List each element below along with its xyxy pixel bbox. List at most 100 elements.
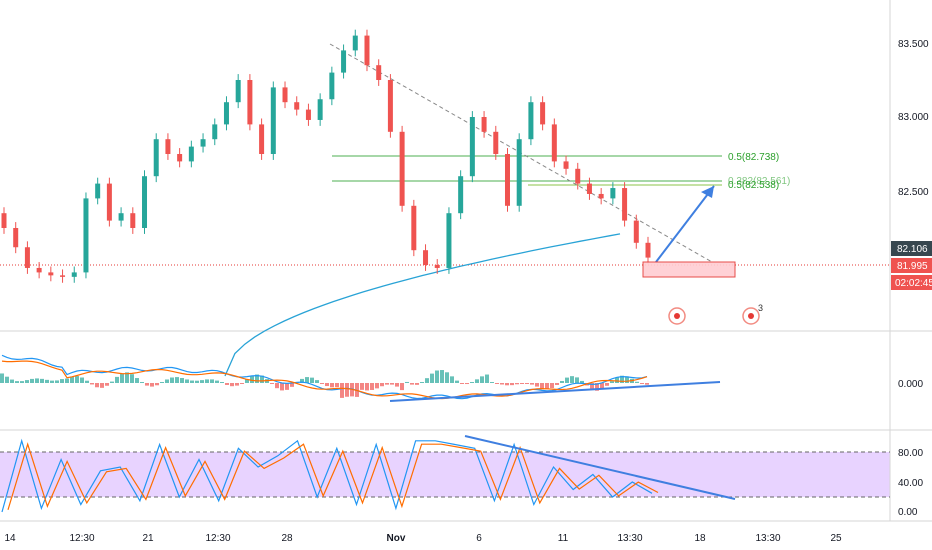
macd-bar bbox=[30, 378, 34, 383]
level-price-tag bbox=[891, 258, 932, 273]
macd-bar bbox=[540, 383, 544, 389]
macd-bar bbox=[365, 383, 369, 391]
time-tick: 12:30 bbox=[69, 533, 94, 544]
macd-bar bbox=[190, 380, 194, 383]
candle-body bbox=[282, 87, 288, 103]
candle-body bbox=[411, 205, 417, 251]
macd-bar bbox=[590, 383, 594, 390]
macd-bar bbox=[260, 375, 264, 383]
price-tick: 83.000 bbox=[898, 112, 929, 123]
macd-bar bbox=[450, 376, 454, 383]
candle-body bbox=[106, 183, 112, 221]
stoch-d-line bbox=[7, 442, 659, 510]
macd-bar bbox=[40, 378, 44, 383]
macd-bar bbox=[245, 379, 249, 383]
macd-trendline[interactable] bbox=[389, 381, 721, 402]
macd-bar bbox=[10, 379, 14, 383]
candle-body bbox=[423, 250, 429, 265]
macd-bar bbox=[535, 383, 539, 387]
countdown-tag bbox=[891, 275, 932, 290]
price-tick: 83.500 bbox=[898, 39, 929, 50]
macd-bar bbox=[380, 383, 384, 387]
macd-bar bbox=[375, 383, 379, 389]
candle-body bbox=[305, 109, 311, 120]
candle-body bbox=[200, 139, 206, 147]
macd-bar bbox=[50, 380, 54, 383]
time-tick: 25 bbox=[830, 533, 842, 544]
candle-body bbox=[575, 168, 581, 184]
macd-bar bbox=[410, 383, 414, 385]
macd-bar bbox=[270, 383, 274, 384]
macd-bar bbox=[485, 374, 489, 383]
macd-bar bbox=[130, 374, 134, 383]
macd-bar bbox=[395, 383, 399, 387]
candle-body bbox=[364, 35, 370, 66]
candle-body bbox=[212, 124, 218, 140]
macd-bar bbox=[225, 383, 229, 385]
macd-bar bbox=[155, 383, 159, 386]
target-zone-rect[interactable] bbox=[642, 261, 736, 278]
time-tick: Nov bbox=[387, 533, 406, 544]
macd-bar bbox=[195, 380, 199, 383]
candle-body bbox=[563, 161, 569, 169]
candle-body bbox=[469, 117, 475, 177]
macd-bar bbox=[610, 381, 614, 383]
macd-bar bbox=[310, 377, 314, 383]
current-price-tag bbox=[891, 241, 932, 256]
macd-bar bbox=[290, 383, 294, 387]
macd-bar bbox=[360, 383, 364, 390]
candle-body bbox=[270, 87, 276, 154]
macd-bar bbox=[625, 376, 629, 383]
candle-body bbox=[528, 102, 534, 140]
candle-body bbox=[153, 139, 159, 177]
macd-bar bbox=[135, 378, 139, 383]
time-tick: 14 bbox=[4, 533, 16, 544]
candle-body bbox=[504, 154, 510, 206]
macd-bar bbox=[45, 379, 49, 383]
macd-bar bbox=[430, 373, 434, 383]
candle-body bbox=[622, 188, 628, 221]
candle-body bbox=[36, 267, 42, 273]
candle-body bbox=[493, 131, 499, 154]
macd-bar bbox=[575, 377, 579, 383]
projection-arrow-line[interactable] bbox=[655, 185, 715, 263]
candle-body bbox=[259, 124, 265, 154]
candle-body bbox=[13, 228, 19, 248]
macd-bar bbox=[180, 378, 184, 383]
macd-bar bbox=[125, 372, 129, 383]
stoch-trendline[interactable] bbox=[464, 435, 736, 500]
fib-label-382: 0.382(82.561) bbox=[728, 176, 790, 187]
candle-body bbox=[586, 183, 592, 194]
macd-bar bbox=[320, 383, 324, 384]
macd-bar bbox=[600, 383, 604, 390]
macd-bar bbox=[70, 376, 74, 383]
macd-bar bbox=[455, 380, 459, 383]
candle-body bbox=[165, 139, 171, 154]
macd-bar bbox=[120, 373, 124, 383]
macd-bar bbox=[555, 383, 559, 385]
macd-bar bbox=[415, 383, 419, 385]
macd-bar bbox=[560, 380, 564, 383]
macd-bar bbox=[440, 370, 444, 383]
macd-bar bbox=[20, 381, 24, 383]
macd-bar bbox=[335, 383, 339, 388]
candle-body bbox=[329, 72, 335, 100]
macd-bar bbox=[5, 376, 9, 383]
candle-body bbox=[645, 242, 651, 258]
macd-bar bbox=[170, 377, 174, 383]
candle-body bbox=[399, 131, 405, 206]
macd-bar bbox=[595, 383, 599, 391]
macd-bar bbox=[465, 383, 469, 385]
macd-bar bbox=[140, 382, 144, 383]
macd-bar bbox=[60, 379, 64, 383]
macd-bar bbox=[150, 383, 154, 387]
macd-bar bbox=[0, 373, 4, 383]
macd-bar bbox=[280, 383, 284, 391]
macd-bar bbox=[175, 377, 179, 383]
fib-label-upper: 0.5(82.738) bbox=[728, 152, 779, 163]
candle-body bbox=[294, 102, 300, 110]
macd-bar bbox=[255, 374, 259, 383]
macd-bar bbox=[210, 379, 214, 383]
macd-signal-line bbox=[1, 360, 648, 400]
